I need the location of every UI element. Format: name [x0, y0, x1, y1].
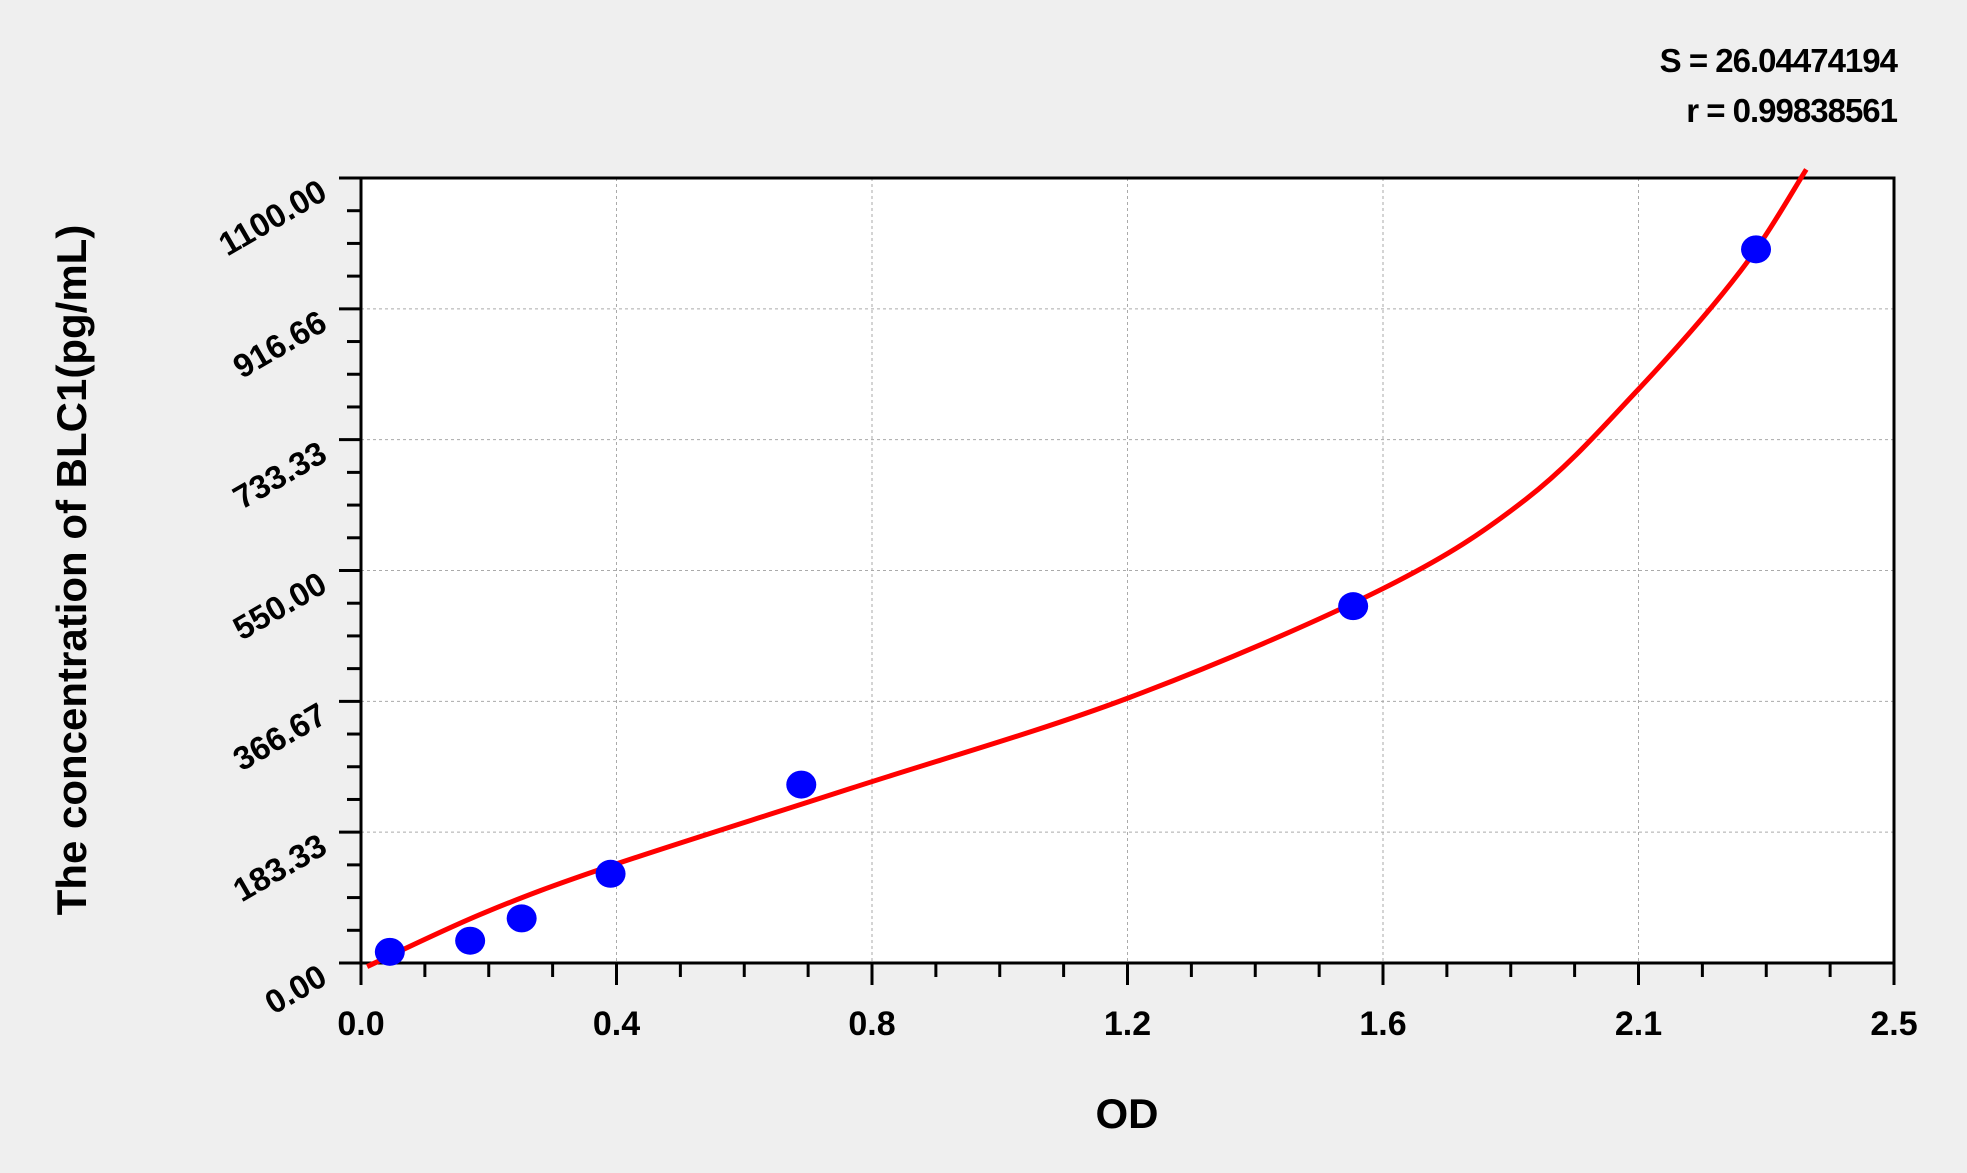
data-point [786, 770, 817, 799]
x-tick-label: 0.4 [593, 1005, 640, 1043]
x-axis-title: OD [1096, 1090, 1159, 1137]
y-tick-label: 550.00 [227, 565, 333, 648]
data-point [374, 937, 405, 966]
plot-frame [359, 176, 1896, 965]
y-axis-title: The concentration of BLC1(pg/mL) [48, 225, 95, 916]
data-point [506, 904, 537, 933]
data-point [1741, 235, 1772, 264]
y-tick-label: 1100.00 [212, 172, 332, 263]
x-tick-label: 0.0 [337, 1005, 384, 1043]
data-point [595, 859, 626, 888]
fit-curve [366, 168, 1809, 969]
s-statistic: S = 26.04474194 [1659, 42, 1898, 79]
y-tick-label: 733.33 [227, 434, 333, 517]
x-tick-label: 2.5 [1870, 1005, 1917, 1043]
y-tick-label: 366.67 [227, 695, 333, 778]
x-tick-label: 2.1 [1615, 1005, 1662, 1043]
y-tick-label: 916.66 [227, 303, 333, 386]
data-point [455, 926, 486, 955]
data-point [1338, 592, 1369, 621]
r-statistic: r = 0.99838561 [1686, 92, 1898, 129]
y-tick-label: 0.00 [258, 957, 332, 1021]
x-tick-label: 1.2 [1104, 1005, 1151, 1043]
x-tick-label: 0.8 [848, 1005, 895, 1043]
y-tick-label: 183.33 [227, 826, 333, 909]
x-tick-label: 1.6 [1359, 1005, 1406, 1043]
